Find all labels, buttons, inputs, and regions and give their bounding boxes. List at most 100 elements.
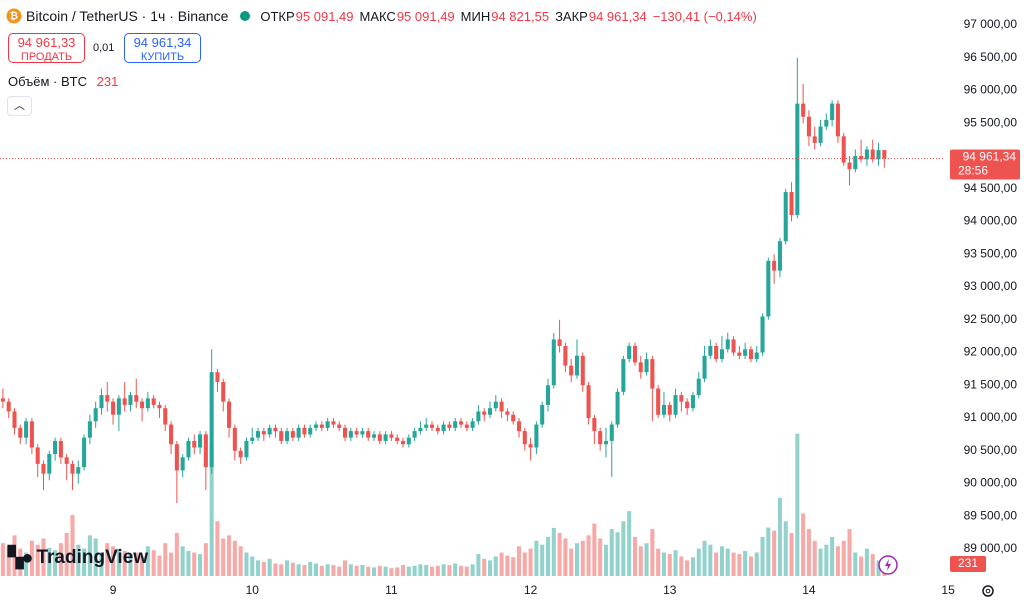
candle-body [719, 349, 724, 360]
volume-bar [82, 548, 87, 576]
candle-body [540, 404, 545, 425]
volume-bar [308, 561, 313, 576]
y-tick-label: 95 500,00 [964, 115, 1018, 129]
volume-bar [163, 543, 168, 576]
candle-body [743, 349, 748, 356]
volume-bar [830, 536, 835, 576]
candle-body [342, 427, 348, 438]
volume-bar [244, 552, 249, 576]
volume-bar [586, 535, 591, 576]
volume-bar [522, 552, 527, 576]
candle-body [180, 457, 185, 471]
volume-bar [453, 563, 458, 576]
candle-body [325, 421, 330, 428]
last-price-tag [950, 149, 1020, 180]
candle-body [876, 150, 881, 160]
volume-bar [400, 565, 406, 576]
volume-title: Объём · BTC [8, 74, 87, 89]
volume-bar [93, 538, 98, 576]
alert-bolt [885, 559, 891, 571]
candle-body [285, 431, 290, 441]
volume-bar [314, 563, 319, 576]
sell-button[interactable]: 94 961,33 ПРОДАТЬ [8, 33, 85, 63]
candle-body [215, 372, 220, 382]
candle-body [830, 103, 835, 120]
volume-bar [748, 556, 753, 576]
volume-bar [574, 543, 580, 576]
candle-body [592, 418, 597, 432]
volume-bar [835, 546, 840, 576]
candle-body [864, 149, 869, 160]
candle-body [586, 385, 591, 419]
volume-bar [58, 543, 63, 576]
volume-bar [354, 565, 359, 576]
candle-body [151, 398, 156, 405]
volume-bar [215, 521, 220, 576]
candle-body [267, 427, 272, 435]
y-tick-label: 93 000,00 [964, 279, 1018, 293]
volume-bar [203, 543, 208, 576]
volume-bar [169, 552, 174, 576]
y-tick-label: 93 500,00 [964, 246, 1018, 260]
volume-bar [273, 563, 278, 576]
volume-bar [534, 540, 539, 576]
candle-body [574, 355, 580, 376]
buy-button[interactable]: 94 961,34 КУПИТЬ [124, 33, 201, 63]
candle-body [487, 408, 493, 415]
candle-body [464, 424, 469, 428]
candle-body [511, 414, 516, 422]
y-tick-label: 91 500,00 [964, 377, 1018, 391]
y-tick-label: 96 500,00 [964, 50, 1018, 64]
volume-bar [812, 540, 817, 576]
sell-label: ПРОДАТЬ [20, 51, 73, 63]
candle-body [841, 136, 846, 163]
volume-bar [696, 548, 701, 576]
volume-bar [140, 556, 145, 576]
volume-bar [482, 558, 487, 576]
candle-body [522, 431, 527, 445]
settings-icon [982, 585, 994, 597]
candle-body [319, 424, 324, 428]
volume-bar [818, 548, 823, 576]
candle-body [192, 440, 197, 448]
volume-bar [186, 550, 191, 576]
volume-bar [656, 548, 661, 576]
candle-body [482, 411, 487, 415]
volume-bar [227, 535, 232, 576]
candle-body [279, 431, 284, 441]
candle-body [0, 398, 5, 402]
candle-body [348, 431, 353, 438]
candle-body [667, 404, 672, 415]
volume-bar [383, 566, 388, 576]
candle-body [458, 421, 464, 425]
volume-bar [557, 533, 562, 576]
collapse-button[interactable]: ︿ [7, 96, 32, 116]
volume-bar [551, 527, 556, 576]
ohlc-value: 94 821,55 [491, 8, 550, 24]
candle-body [53, 440, 58, 455]
candle-body [656, 388, 661, 415]
volume-bar [464, 566, 469, 576]
candle-body [24, 421, 29, 438]
y-tick-label: 94 500,00 [964, 181, 1018, 195]
symbol-title[interactable]: Bitcoin / TetherUS · 1ч · Binance [26, 8, 229, 24]
candle-body [406, 437, 411, 445]
candle-body [314, 424, 319, 428]
candle-body [818, 126, 823, 143]
volume-bar [487, 560, 493, 576]
candle-body [801, 103, 806, 117]
candle-body [395, 437, 400, 441]
candle-body [835, 103, 840, 137]
volume-bar [18, 548, 23, 576]
volume-bar [76, 544, 81, 576]
buy-price: 94 961,34 [133, 35, 192, 50]
ohlc-label: МИН [460, 8, 491, 24]
candle-body [400, 440, 406, 445]
volume-bar [99, 552, 104, 576]
volume-bar [209, 446, 214, 576]
candle-body [35, 447, 40, 464]
status-line: ₿ Bitcoin / TetherUS · 1ч · Binance ОТКР… [6, 8, 757, 24]
candle-body [47, 454, 52, 474]
candle-body [227, 401, 232, 428]
